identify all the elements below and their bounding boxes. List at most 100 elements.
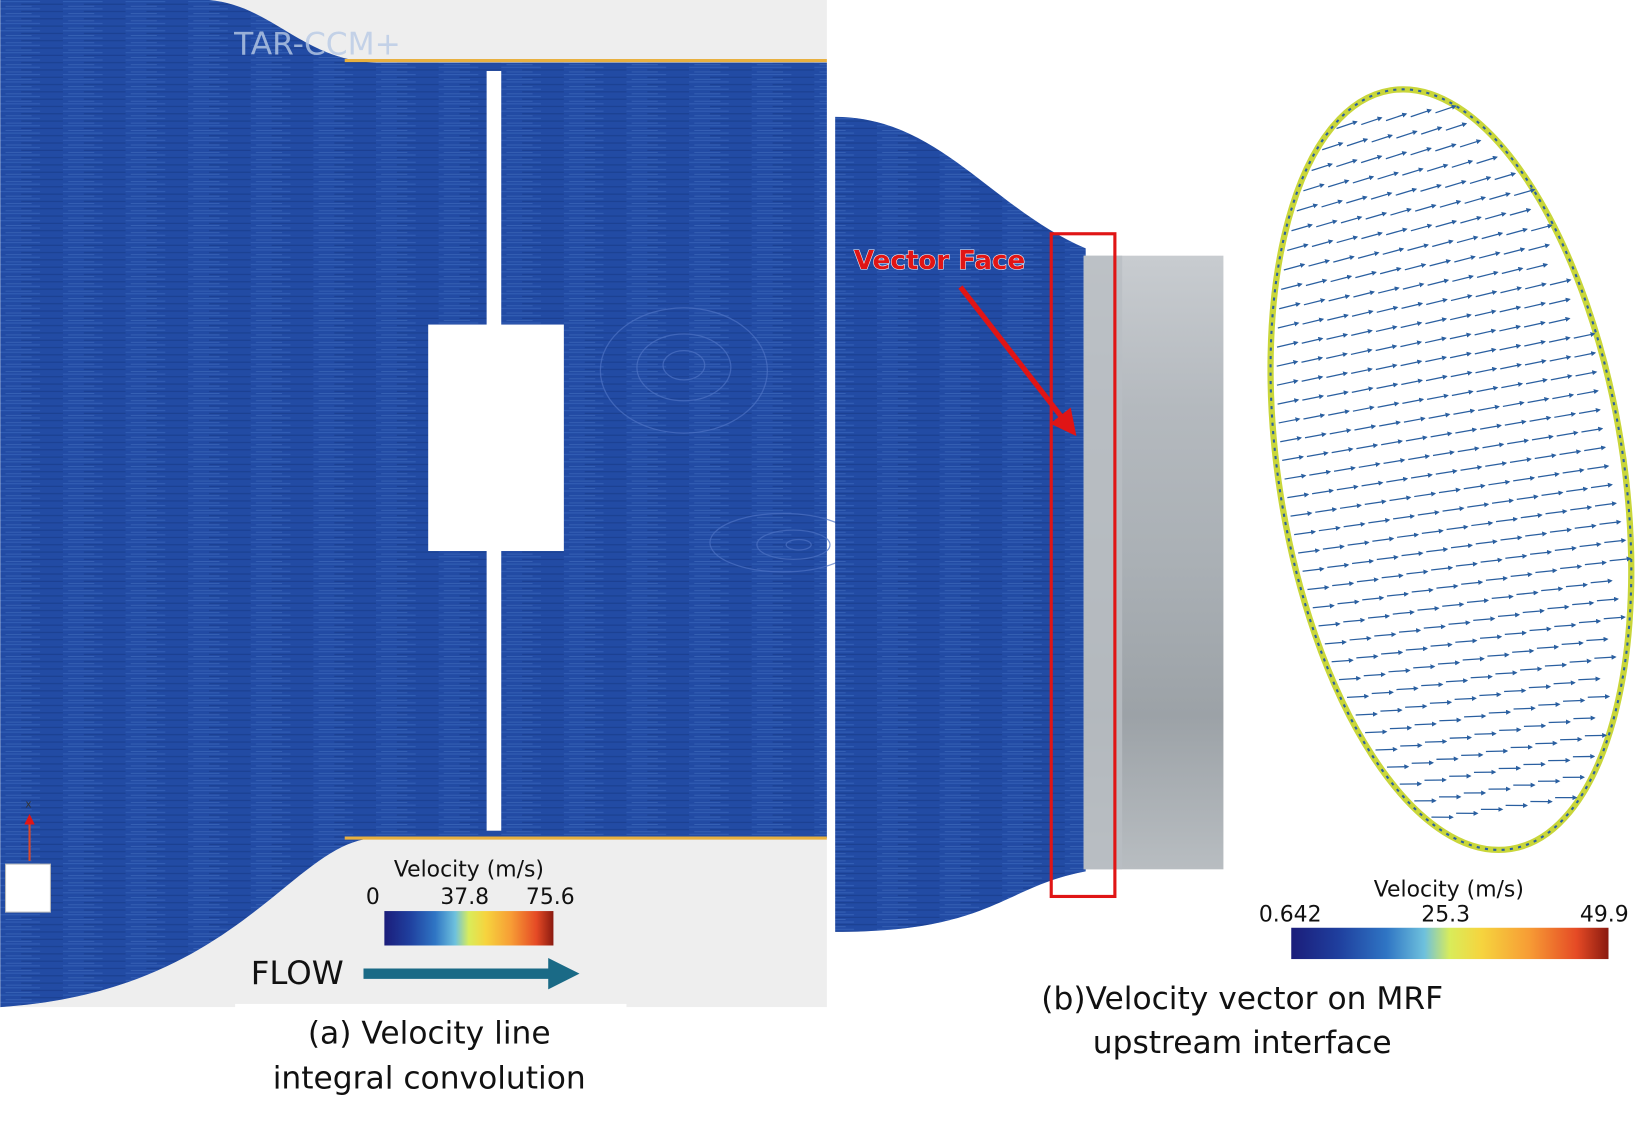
velocity-vector — [1311, 162, 1333, 172]
velocity-vector — [1376, 382, 1399, 390]
velocity-vector — [1526, 262, 1549, 271]
hub — [428, 324, 564, 552]
velocity-vector — [1322, 544, 1345, 550]
velocity-vector — [1354, 424, 1377, 431]
velocity-vector — [1474, 328, 1497, 336]
velocity-vector — [1599, 519, 1622, 525]
axis-label: x — [25, 799, 31, 811]
velocity-vector — [1407, 243, 1429, 251]
velocity-vector — [1374, 632, 1397, 638]
velocity-vector — [1460, 465, 1483, 471]
velocity-vector — [1466, 598, 1490, 604]
velocity-vector — [1376, 555, 1399, 561]
velocity-vector — [1276, 340, 1299, 348]
velocity-vector — [1584, 732, 1608, 738]
velocity-vector — [1427, 278, 1450, 286]
velocity-vector — [1579, 542, 1602, 548]
velocity-vector — [1414, 491, 1437, 498]
velocity-vector — [1351, 329, 1373, 336]
velocity-vector — [1478, 251, 1501, 259]
velocity-vector — [1504, 419, 1527, 426]
velocity-vector — [1400, 742, 1423, 748]
velocity-vector — [1461, 752, 1484, 758]
velocity-vector — [1425, 374, 1448, 382]
velocity-vector — [1570, 505, 1593, 511]
velocity-vector — [1531, 223, 1553, 232]
velocity-vector — [1421, 682, 1444, 688]
velocity-vector — [1554, 545, 1577, 551]
velocity-vector — [1395, 187, 1418, 196]
velocity-vector — [1484, 212, 1507, 220]
velocity-vector — [1411, 760, 1435, 766]
velocity-vector — [1449, 773, 1472, 779]
velocity-vector — [1375, 746, 1398, 752]
velocity-vector — [1513, 188, 1536, 197]
velocity-vector — [1523, 723, 1547, 729]
velocity-vector — [1375, 363, 1398, 371]
legend-tick: 37.8 — [440, 885, 489, 910]
velocity-vector — [1379, 266, 1402, 275]
velocity-vector — [1282, 454, 1305, 462]
velocity-vector — [1594, 654, 1617, 660]
velocity-vector — [1326, 332, 1349, 340]
flow-field — [835, 116, 1086, 932]
velocity-vector — [1401, 551, 1424, 557]
velocity-vector — [1356, 654, 1379, 660]
velocity-vector — [1333, 465, 1356, 472]
velocity-vector — [1398, 628, 1422, 634]
velocity-vector — [1574, 351, 1597, 358]
velocity-vector — [1455, 561, 1478, 567]
velocity-vector — [1376, 305, 1399, 313]
velocity-vector — [1562, 468, 1585, 474]
velocity-vector — [1385, 112, 1408, 122]
velocity-vector — [1414, 798, 1437, 804]
velocity-vector — [1491, 594, 1514, 600]
velocity-vector — [1446, 524, 1469, 531]
velocity-vector — [1456, 235, 1479, 244]
velocity-vector — [1336, 484, 1359, 491]
caption: upstream interface — [1093, 1025, 1392, 1061]
velocity-vector — [1457, 446, 1480, 453]
velocity-vector — [1500, 362, 1522, 370]
velocity-vector — [1523, 320, 1546, 328]
velocity-vector — [1537, 778, 1561, 784]
velocity-vector — [1604, 538, 1627, 544]
velocity-vector — [1276, 360, 1299, 367]
velocity-vector — [1489, 192, 1511, 200]
velocity-vector — [1363, 672, 1386, 678]
velocity-vector — [1396, 686, 1419, 692]
velocity-vector — [1541, 490, 1564, 497]
velocity-vector — [1388, 668, 1411, 674]
velocity-vector — [1560, 736, 1583, 742]
velocity-vector — [1347, 540, 1370, 546]
velocity-vector — [1287, 492, 1310, 499]
velocity-vector — [1301, 336, 1324, 344]
velocity-vector — [1473, 616, 1496, 622]
velocity-vector — [1449, 351, 1472, 359]
velocity-vector — [1303, 183, 1325, 192]
velocity-vector — [1425, 336, 1447, 344]
velocity-vector — [1499, 324, 1522, 332]
velocity-vector — [1590, 482, 1613, 489]
velocity-vector — [1488, 786, 1511, 792]
velocity-vector — [1365, 211, 1388, 220]
velocity-vector — [1284, 473, 1307, 480]
velocity-vector — [1420, 183, 1442, 192]
velocity-vector — [1562, 774, 1586, 780]
velocity-vector — [1547, 604, 1570, 610]
velocity-vector — [1337, 599, 1360, 605]
velocity-vector — [1499, 727, 1522, 733]
velocity-vector — [1421, 528, 1444, 535]
velocity-vector — [1504, 688, 1527, 694]
velocity-vector — [1505, 553, 1528, 559]
velocity-vector — [1450, 370, 1473, 378]
velocity-vector — [1476, 385, 1499, 393]
velocity-vector — [1495, 670, 1518, 676]
velocity-vector — [1436, 583, 1459, 589]
velocity-vector — [1343, 617, 1366, 623]
velocity-vector — [1276, 379, 1299, 386]
velocity-vector — [1280, 436, 1303, 443]
velocity-vector — [1410, 472, 1433, 479]
highlight-box — [1049, 232, 1117, 899]
velocity-vector — [1474, 347, 1497, 355]
